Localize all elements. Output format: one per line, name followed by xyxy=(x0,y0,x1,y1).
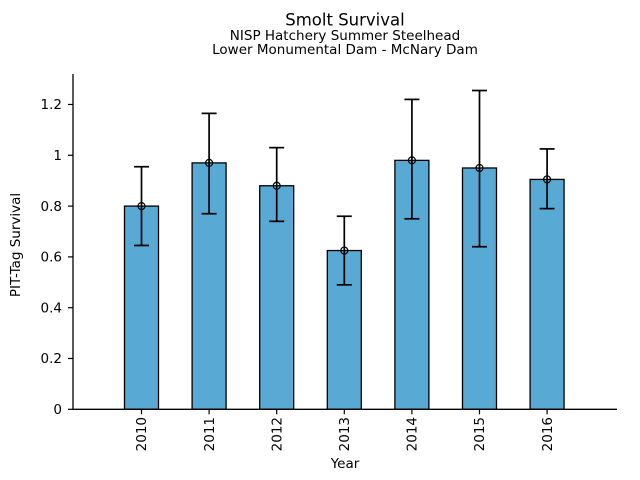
x-tick-label: 2010 xyxy=(134,417,150,451)
x-tick-label: 2016 xyxy=(540,417,556,451)
mean-marker-2010 xyxy=(137,201,146,211)
mean-marker-2016 xyxy=(542,175,552,184)
mean-marker-2013 xyxy=(340,246,349,255)
bar-2012 xyxy=(259,185,295,410)
y-tick-label: 0 xyxy=(53,402,62,418)
x-tick-label: 2012 xyxy=(269,417,285,451)
y-tick-label: 1.2 xyxy=(41,97,62,113)
mean-marker-2011 xyxy=(205,158,214,168)
y-tick-label: 0.4 xyxy=(41,300,62,316)
mean-marker-2014 xyxy=(407,156,416,165)
x-axis-label: Year xyxy=(330,456,360,472)
chart-subtitle-line2: Lower Monumental Dam - McNary Dam xyxy=(212,42,478,58)
chart-title: Smolt Survival xyxy=(285,10,405,30)
y-tick-label: 0.2 xyxy=(41,351,62,367)
mean-marker-2012 xyxy=(272,181,281,190)
x-tick-label: 2015 xyxy=(472,417,488,451)
x-tick-label: 2011 xyxy=(202,417,218,451)
chart-subtitle-line1: NISP Hatchery Summer Steelhead xyxy=(229,28,461,44)
bar-2016 xyxy=(529,178,565,410)
mean-marker-2015 xyxy=(475,163,484,173)
x-tick-label: 2014 xyxy=(405,417,421,451)
y-axis-label: PIT-Tag Survival xyxy=(8,192,24,298)
x-tick-label: 2013 xyxy=(337,417,353,451)
y-tick-label: 0.6 xyxy=(41,250,62,266)
y-tick-label: 1 xyxy=(53,148,62,164)
y-tick-label: 0.8 xyxy=(41,199,62,215)
